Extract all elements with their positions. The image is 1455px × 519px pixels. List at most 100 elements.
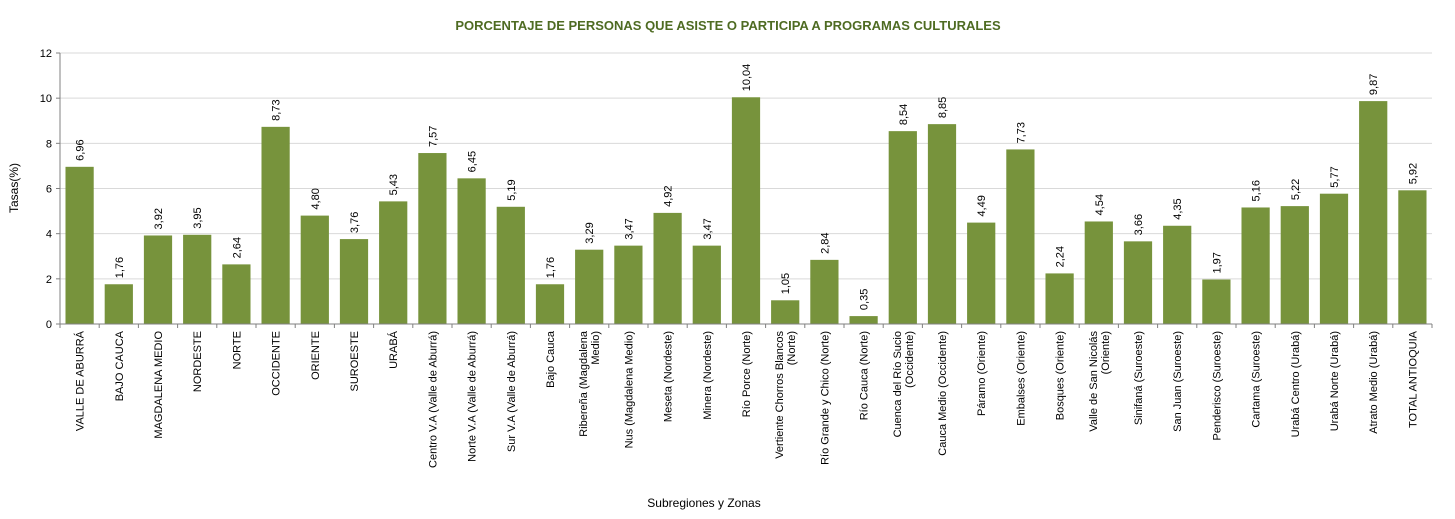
value-label: 3,29 [584, 222, 596, 243]
y-tick-label: 0 [46, 319, 52, 331]
category-label: SUROESTE [349, 331, 361, 392]
value-label: 2,64 [231, 237, 243, 258]
bar [143, 235, 173, 324]
value-label: 3,66 [1133, 214, 1145, 235]
bar [1006, 149, 1035, 324]
value-label: 7,57 [427, 126, 439, 147]
category-label-line: Medio) [590, 331, 602, 365]
bar [1241, 207, 1270, 324]
category-label: Urabá Norte (Urabá) [1329, 331, 1341, 431]
category-label: Penderisco (Suroeste) [1211, 331, 1223, 440]
category-label-line: Valle de San Nicolás [1088, 331, 1100, 432]
bar [222, 264, 251, 324]
bar [614, 245, 643, 324]
bar [1319, 193, 1349, 324]
category-label: Sur V.A (Valle de Aburrá) [506, 331, 518, 452]
category-label-line: Embalses (Oriente) [1015, 331, 1027, 426]
bar [1280, 206, 1309, 324]
category-label-line: Bajo Cauca [545, 330, 557, 388]
category-label: Norte V.A (Valle de Aburrá) [467, 331, 479, 462]
value-label: 2,84 [819, 232, 831, 253]
value-label: 5,77 [1329, 166, 1341, 187]
category-label-line: San Juan (Suroeste) [1172, 331, 1184, 432]
bar [1359, 101, 1388, 324]
category-label-line: Sur V.A (Valle de Aburrá) [506, 331, 518, 452]
category-label-line: Cartama (Suroeste) [1251, 331, 1263, 428]
bar [1163, 225, 1192, 324]
category-label-line: Río Grande y Chico (Norte) [819, 331, 831, 465]
bar [1202, 279, 1231, 324]
category-label-line: TOTAL ANTIOQUIA [1407, 330, 1419, 428]
value-label: 5,16 [1251, 180, 1263, 201]
x-tick-labels: VALLE DE ABURRÁ BAJO CAUCA MAGDALENA MEDIO… [74, 330, 1420, 468]
bar [457, 178, 486, 324]
category-label-line: (Occidente) [904, 331, 916, 388]
bar [967, 222, 996, 324]
category-label: Nus (Magdalena Medio) [623, 331, 635, 448]
bar [379, 201, 408, 324]
axes [56, 52, 1433, 328]
bar [418, 153, 447, 324]
value-label: 5,22 [1290, 179, 1302, 200]
category-label-line: Atrato Medio (Urabá) [1368, 331, 1380, 434]
category-label-line: Urabá Norte (Urabá) [1329, 331, 1341, 431]
value-label: 0,35 [859, 289, 871, 310]
category-label: Valle de San Nicolás (Oriente) [1088, 331, 1112, 432]
category-label: Río Cauca (Norte) [859, 331, 871, 420]
bar [575, 249, 604, 324]
category-label-line: Páramo (Oriente) [976, 331, 988, 416]
category-label: Centro V.A (Valle de Aburrá) [427, 331, 439, 468]
bar [653, 212, 682, 324]
value-label: 4,35 [1172, 198, 1184, 219]
value-label: 5,19 [506, 179, 518, 200]
value-label: 1,97 [1211, 252, 1223, 273]
y-tick-label: 12 [40, 48, 52, 60]
value-label: 8,54 [898, 104, 910, 125]
category-label: ORIENTE [310, 331, 322, 380]
category-label-line: Ribereña (Magdalena [578, 330, 590, 437]
bar [1123, 241, 1153, 324]
category-label: Río Grande y Chico (Norte) [819, 331, 831, 465]
y-axis-label: Tasas(%) [7, 163, 21, 213]
bar [65, 166, 94, 324]
category-label-line: Cuenca del Río Sucio [892, 331, 904, 437]
value-label: 5,92 [1407, 163, 1419, 184]
category-label-line: Meseta (Nordeste) [663, 331, 675, 422]
bar [731, 97, 761, 324]
category-label-line: BAJO CAUCA [114, 330, 126, 401]
bar [535, 284, 565, 324]
bar [183, 234, 212, 324]
value-label: 6,96 [75, 139, 87, 160]
category-label-line: OCCIDENTE [271, 331, 283, 396]
value-label: 3,76 [349, 212, 361, 233]
category-label: Embalses (Oriente) [1015, 331, 1027, 426]
category-label-line: NORDESTE [192, 331, 204, 392]
value-label: 3,95 [192, 207, 204, 228]
y-tick-label: 2 [46, 274, 52, 286]
value-label: 8,85 [937, 97, 949, 118]
category-label: Atrato Medio (Urabá) [1368, 331, 1380, 434]
category-label-line: MAGDALENA MEDIO [153, 331, 165, 439]
category-label-line: ORIENTE [310, 331, 322, 380]
bar [849, 316, 878, 324]
bar [261, 126, 290, 324]
category-label: Cauca Medio (Occidente) [937, 331, 949, 456]
bar [810, 259, 839, 324]
category-label: Río Porce (Norte) [741, 331, 753, 417]
category-label-line: Urabá Centro (Urabá) [1290, 331, 1302, 437]
category-label-line: Centro V.A (Valle de Aburrá) [427, 331, 439, 468]
y-tick-label: 10 [40, 93, 52, 105]
category-label-line: NORTE [231, 331, 243, 369]
category-label: Minera (Nordeste) [702, 331, 714, 420]
category-label: Urabá Centro (Urabá) [1290, 331, 1302, 437]
category-label-line: Nus (Magdalena Medio) [623, 331, 635, 448]
value-label: 6,45 [467, 151, 479, 172]
category-label: TOTAL ANTIOQUIA [1407, 330, 1419, 428]
category-label-line: Río Porce (Norte) [741, 331, 753, 417]
category-label-line: VALLE DE ABURRÁ [74, 330, 87, 431]
category-label: Páramo (Oriente) [976, 331, 988, 416]
category-label: MAGDALENA MEDIO [153, 331, 165, 439]
category-label: Sinifaná (Suroeste) [1133, 331, 1145, 425]
